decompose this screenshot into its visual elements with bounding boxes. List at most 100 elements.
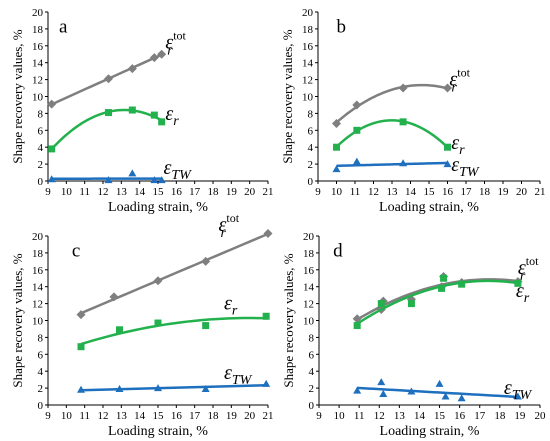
data-point [109,292,119,302]
y-tick-label: 6 [38,125,44,137]
y-tick-label: 10 [32,316,44,328]
data-point [149,53,159,63]
x-tick-label: 17 [461,186,473,198]
x-tick-label: 16 [171,410,183,422]
series-fit-line [80,383,267,392]
x-tick-label: 19 [514,410,526,422]
y-tick-label: 0 [308,176,314,188]
series-label: εTW [504,377,533,403]
series-fit-line [335,83,448,124]
x-tick-label: 9 [316,410,322,422]
x-tick-label: 20 [244,410,256,422]
y-tick-label: 0 [309,400,315,412]
y-axis-label: Shape recovery values, % [280,29,295,163]
x-tick-label: 9 [45,410,51,422]
data-point [263,228,273,238]
x-tick-label: 16 [171,186,183,198]
data-point [202,322,210,330]
x-tick-label: 20 [535,410,547,422]
x-tick-label: 10 [61,186,73,198]
x-tick-label: 11 [350,186,361,198]
x-axis-label: Loading strain, % [108,200,208,215]
series-label: εr [451,132,465,158]
x-tick-label: 14 [134,186,146,198]
y-tick-label: 20 [302,7,314,19]
series-fit-line [336,161,448,168]
data-point [399,118,407,126]
data-point [127,64,137,74]
data-point [441,392,450,400]
y-tick-label: 16 [32,265,44,277]
data-point [353,322,361,330]
data-point [353,126,361,134]
data-point [201,384,210,392]
x-tick-label: 20 [244,186,256,198]
data-point [353,386,362,394]
y-tick-label: 10 [302,92,314,104]
y-axis-label: Shape recovery values, % [281,253,296,387]
x-tick-label: 14 [414,410,426,422]
panel-b: 0 2 4 6 8 10 12 14 16 18 20 9 10 11 12 13 14 15 16 17 18 19 20… [280,7,546,215]
series-fit-line [80,316,267,346]
data-point [379,390,388,398]
y-tick-label: 8 [308,108,314,120]
series-fit-line [356,279,519,325]
data-point [262,379,271,387]
data-point [332,165,341,173]
data-point [77,385,85,393]
y-tick-label: 16 [303,265,315,277]
data-point [47,99,57,109]
x-tick-label: 17 [474,410,486,422]
series-label: εtot r [219,211,240,241]
x-tick-label: 9 [45,186,51,198]
y-tick-label: 14 [32,58,44,70]
data-point [440,274,448,282]
data-point [438,284,446,292]
data-point [48,145,56,153]
x-tick-label: 11 [79,410,90,422]
x-tick-label: 15 [153,186,165,198]
series-label: εTW [164,157,193,183]
data-point [105,109,112,117]
y-tick-label: 12 [32,299,43,311]
y-tick-label: 2 [309,383,315,395]
x-axis-label: Loading strain, % [379,200,479,215]
y-tick-label: 6 [38,349,44,361]
x-tick-label: 17 [189,410,201,422]
y-tick-label: 8 [309,332,315,344]
data-point [457,394,466,402]
y-tick-label: 8 [38,108,44,120]
data-point [47,175,56,183]
panel-letter: d [333,240,343,261]
series-label: εTW [451,154,480,180]
x-tick-label: 19 [226,186,238,198]
x-tick-label: 9 [315,186,321,198]
x-tick-label: 13 [387,186,399,198]
x-tick-label: 19 [226,410,238,422]
y-tick-label: 4 [308,142,314,154]
series-fit-line [357,386,518,399]
y-tick-label: 14 [303,282,315,294]
y-tick-label: 4 [38,366,44,378]
series-label: εr [516,280,530,306]
y-tick-label: 2 [308,159,314,171]
series-fit-line [335,119,449,149]
data-point [458,280,466,288]
y-tick-label: 2 [38,159,44,171]
y-tick-label: 16 [32,41,44,53]
y-tick-label: 6 [309,349,315,361]
y-tick-label: 18 [302,24,314,36]
x-tick-label: 10 [334,410,346,422]
series-label: εtot r [165,28,186,58]
panel-a: 0 2 4 6 8 10 12 14 16 18 20 9 10 11 12 13 14 15 16 17 18 19 20… [10,7,274,215]
x-tick-label: 14 [134,410,146,422]
y-tick-label: 10 [303,316,315,328]
x-tick-label: 16 [442,186,454,198]
y-tick-label: 20 [32,7,44,19]
panel-letter: a [59,16,68,37]
y-tick-label: 20 [32,231,44,243]
data-point [435,379,444,387]
y-tick-label: 18 [32,24,44,36]
data-point [150,176,159,184]
data-point [76,310,86,320]
